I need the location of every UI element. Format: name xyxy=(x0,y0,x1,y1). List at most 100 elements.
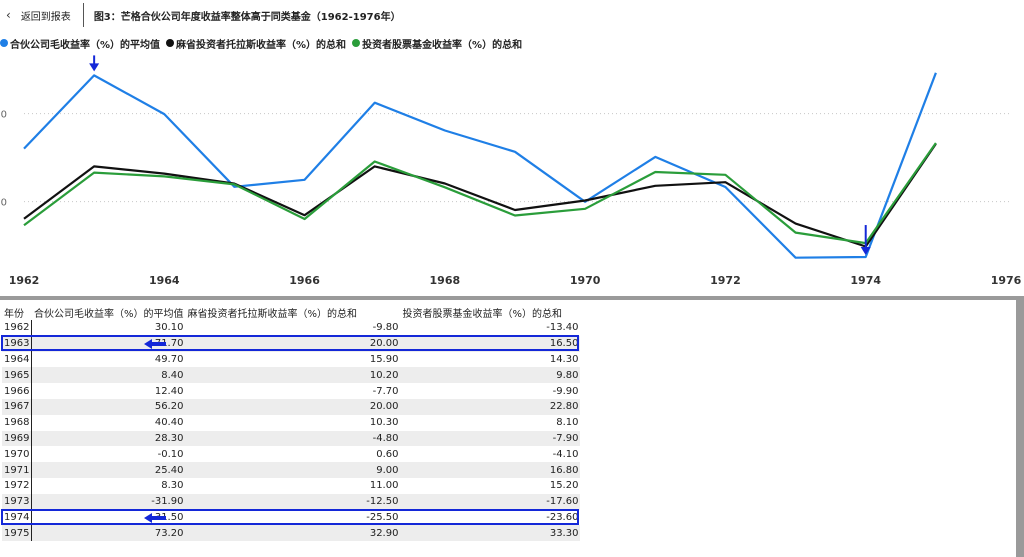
cell-value: 49.70 xyxy=(154,353,184,365)
legend-dot-2 xyxy=(352,39,361,47)
back-label: 返回到报表 xyxy=(20,11,71,23)
cell-value: 0.60 xyxy=(376,448,399,460)
table-row[interactable]: 1968 40.40 10.30 8.10 xyxy=(2,414,580,431)
table-header-row: 年份 合伙公司毛收益率（%）的平均值 麻省投资者托拉斯收益率（%）的总和 投资者… xyxy=(2,304,580,320)
arrow-left-shape xyxy=(144,338,166,349)
scrollbar[interactable] xyxy=(1016,300,1024,557)
cell-year: 1962 xyxy=(2,320,33,336)
cell-value: -31.50 xyxy=(151,511,184,523)
cell-value: -25.50 xyxy=(366,511,399,523)
table-row[interactable]: 1972 8.30 11.00 15.20 xyxy=(2,477,580,494)
header-divider xyxy=(82,3,84,27)
cell-value: 16.50 xyxy=(400,335,581,352)
table-row[interactable]: 1969 28.30 -4.80 -7.90 xyxy=(2,430,581,447)
data-table-panel: 年份 合伙公司毛收益率（%）的平均值 麻省投资者托拉斯收益率（%）的总和 投资者… xyxy=(0,300,1016,557)
legend-dot-0 xyxy=(0,39,8,47)
cell-year: 1970 xyxy=(2,446,33,463)
cell-value: 9.80 xyxy=(400,367,581,384)
cell-value: 73.20 xyxy=(31,525,186,542)
cell-year: 1966 xyxy=(2,383,33,399)
x-tick-label: 1976 xyxy=(991,274,1022,287)
cell-year: 1972 xyxy=(2,477,33,494)
table-row[interactable]: 1964 49.70 15.90 14.30 xyxy=(2,351,580,368)
legend-dot-1 xyxy=(166,39,175,47)
series-line-1 xyxy=(23,143,937,248)
top-bar: ‹ 返回到报表 图3：芒格合伙公司年度收益率整体高于同类基金（1962-1976… xyxy=(0,0,1024,30)
cell-value: -7.90 xyxy=(400,430,581,447)
cell-year: 1968 xyxy=(2,414,33,431)
cell-value: 14.30 xyxy=(549,353,579,365)
table-row[interactable]: 1973 -31.90 -12.50 -17.60 xyxy=(2,493,581,510)
cell-value: 20.00 xyxy=(185,398,401,415)
cell-value: 15.90 xyxy=(369,353,399,365)
table-row[interactable]: 1965 8.40 10.20 9.80 xyxy=(2,367,581,384)
table-row[interactable]: 1971 25.40 9.00 16.80 xyxy=(2,462,581,478)
cell-value: 20.00 xyxy=(185,335,401,352)
chart-legend: 合伙公司毛收益率（%）的平均值 麻省投资者托拉斯收益率（%）的总和 投资者股票基… xyxy=(0,36,528,51)
legend-label-1: 麻省投资者托拉斯收益率（%）的总和 xyxy=(176,39,347,51)
cell-value: -12.50 xyxy=(185,493,401,510)
cell-value: 15.20 xyxy=(549,480,579,492)
table-body: 1962 30.10 -9.80 -13.40 1963 71.70 20.00 16.50 1… xyxy=(2,320,581,542)
cell-year: 1975 xyxy=(2,525,33,542)
table-row[interactable]: 1962 30.10 -9.80 -13.40 xyxy=(2,320,580,336)
x-tick-label: 1964 xyxy=(149,274,180,287)
cell-value: -13.40 xyxy=(546,322,579,334)
series-line-2 xyxy=(23,142,937,245)
col-header-year[interactable]: 年份 xyxy=(4,308,24,320)
cell-value: 40.40 xyxy=(154,417,184,429)
y-tick-label: 50 xyxy=(0,110,7,121)
x-tick-label: 1970 xyxy=(570,274,601,287)
cell-value: 22.80 xyxy=(400,398,581,415)
y-tick-label: 0 xyxy=(1,198,7,209)
cell-value: -4.10 xyxy=(552,448,579,460)
cell-value: -0.10 xyxy=(157,448,184,460)
table-row[interactable]: 1963 71.70 20.00 16.50 xyxy=(2,335,581,352)
series-line-0 xyxy=(23,72,937,259)
cell-year: 1973 xyxy=(2,493,33,510)
x-tick-label: 1962 xyxy=(9,274,40,287)
cell-value: -23.60 xyxy=(546,511,579,523)
cell-year: 1965 xyxy=(2,367,33,384)
cell-value: -17.60 xyxy=(400,493,581,510)
row-highlight-box xyxy=(1,508,579,525)
cell-year: 1971 xyxy=(2,462,33,478)
cell-year: 1967 xyxy=(2,398,33,415)
cell-value: 28.30 xyxy=(31,430,186,447)
table-row[interactable]: 1967 56.20 20.00 22.80 xyxy=(2,398,581,415)
cell-value: 8.30 xyxy=(161,480,184,492)
legend-label-0: 合伙公司毛收益率（%）的平均值 xyxy=(10,39,161,51)
cell-value: -9.80 xyxy=(372,322,399,334)
arrow-left-shape xyxy=(144,512,166,523)
table-row[interactable]: 1975 73.20 32.90 33.30 xyxy=(2,525,581,542)
cell-value: 11.00 xyxy=(369,480,399,492)
cell-value: 10.30 xyxy=(369,417,399,429)
table-row[interactable]: 1974 -31.50 -25.50 -23.60 xyxy=(2,509,580,526)
cell-value: 25.40 xyxy=(31,462,186,478)
cell-value: 9.00 xyxy=(185,462,401,478)
table-row[interactable]: 1966 12.40 -7.70 -9.90 xyxy=(2,383,580,399)
legend-item-2[interactable]: 投资者股票基金收益率（%）的总和 xyxy=(352,36,522,51)
section-divider xyxy=(0,296,1024,300)
x-tick-label: 1968 xyxy=(430,274,461,287)
col-header-mit[interactable]: 麻省投资者托拉斯收益率（%）的总和 xyxy=(187,308,357,320)
col-header-isf[interactable]: 投资者股票基金收益率（%）的总和 xyxy=(402,308,562,320)
cell-year: 1974 xyxy=(2,509,33,526)
table-row[interactable]: 1970 -0.10 0.60 -4.10 xyxy=(2,446,580,463)
legend-label-2: 投资者股票基金收益率（%）的总和 xyxy=(362,39,523,51)
col-header-partnership[interactable]: 合伙公司毛收益率（%）的平均值 xyxy=(33,308,184,320)
cell-value: 10.20 xyxy=(185,367,401,384)
cell-value: -7.70 xyxy=(372,385,399,397)
x-tick-label: 1974 xyxy=(850,274,881,287)
cell-year: 1964 xyxy=(2,351,33,368)
cell-value: 71.70 xyxy=(31,335,186,352)
cell-year: 1969 xyxy=(2,430,33,447)
legend-item-0[interactable]: 合伙公司毛收益率（%）的平均值 xyxy=(0,36,160,51)
arrow-left-icon xyxy=(144,338,166,349)
cell-value: 12.40 xyxy=(154,385,184,397)
page-title: 图3：芒格合伙公司年度收益率整体高于同类基金（1962-1976年） xyxy=(93,11,401,23)
back-to-report-button[interactable]: ‹ 返回到报表 xyxy=(0,0,83,30)
cell-value: 8.40 xyxy=(31,367,186,384)
legend-item-1[interactable]: 麻省投资者托拉斯收益率（%）的总和 xyxy=(166,36,346,51)
cell-value: 33.30 xyxy=(400,525,581,542)
